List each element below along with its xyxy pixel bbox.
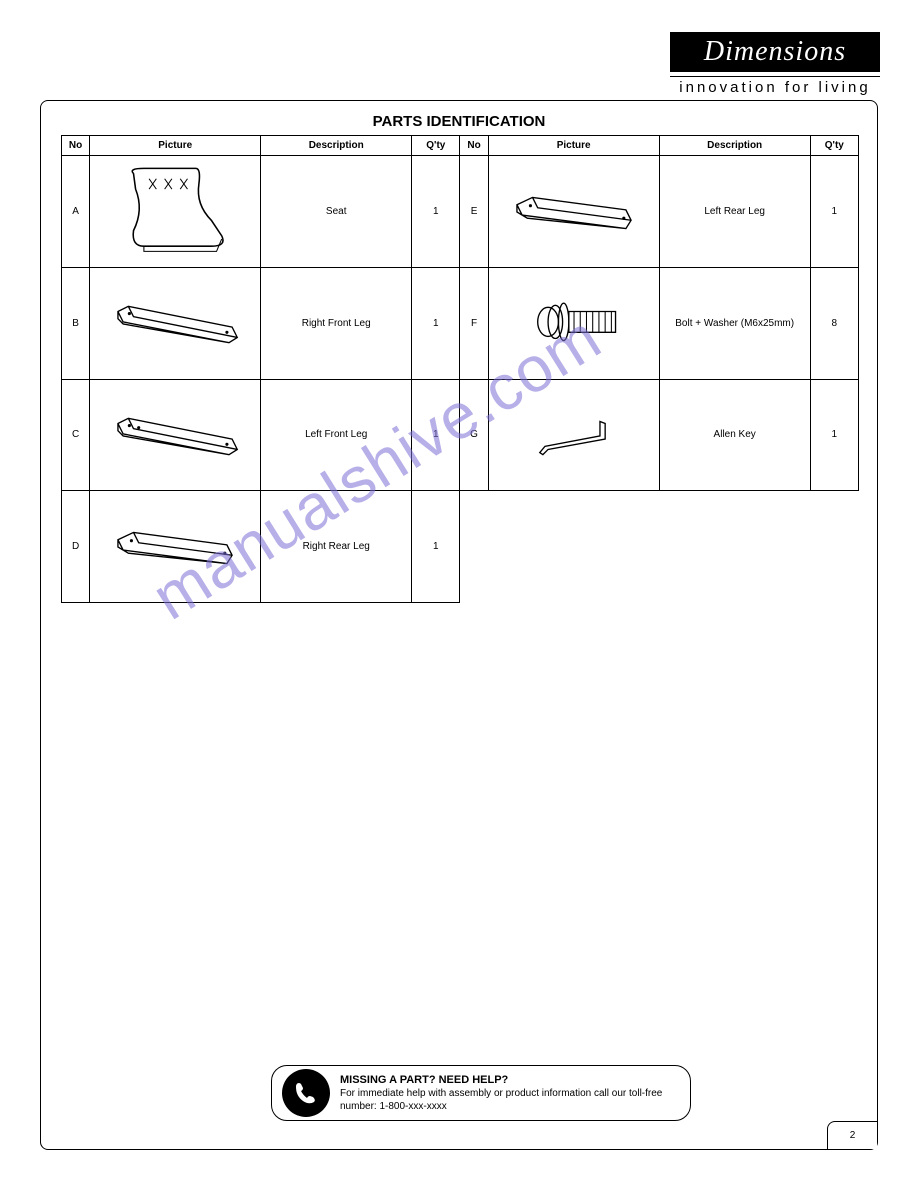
col-description: Description [261,136,412,156]
brand-logo: Dimensions innovation for living [670,32,880,96]
part-picture [488,379,659,491]
part-picture [488,156,659,268]
seat-icon [92,158,258,262]
empty-cell [460,491,488,603]
part-qty: 1 [810,156,858,268]
col-qty: Q'ty [810,136,858,156]
col-no: No [62,136,90,156]
bolt-washer-icon [491,270,657,374]
part-no: G [460,379,488,491]
brand-tagline: innovation for living [670,76,880,96]
part-qty: 1 [412,156,460,268]
part-qty: 8 [810,267,858,379]
part-desc: Seat [261,156,412,268]
table-row: A Seat 1 E Left Rear Leg 1 [62,156,859,268]
part-qty: 1 [412,379,460,491]
col-description: Description [659,136,810,156]
part-desc: Left Front Leg [261,379,412,491]
leg-icon [92,493,258,597]
part-no: A [62,156,90,268]
part-no: C [62,379,90,491]
empty-cell [810,491,858,603]
table-row: B Right Front Leg 1 F Bo [62,267,859,379]
brand-logo-box: Dimensions [670,32,880,72]
table-row: D Right Rear Leg 1 [62,491,859,603]
empty-cell [659,491,810,603]
phone-icon [282,1069,330,1117]
part-picture [90,379,261,491]
part-qty: 1 [412,491,460,603]
brand-logo-text: Dimensions [704,36,846,68]
table-row: C Left Front Leg 1 G Allen Key 1 [62,379,859,491]
leg-icon [92,382,258,486]
part-picture [90,267,261,379]
part-qty: 1 [810,379,858,491]
part-desc: Right Front Leg [261,267,412,379]
table-header-row: No Picture Description Q'ty No Picture D… [62,136,859,156]
part-no: B [62,267,90,379]
part-qty: 1 [412,267,460,379]
part-picture [488,267,659,379]
part-desc: Allen Key [659,379,810,491]
part-desc: Right Rear Leg [261,491,412,603]
part-desc: Bolt + Washer (M6x25mm) [659,267,810,379]
part-no: D [62,491,90,603]
help-text: MISSING A PART? NEED HELP? For immediate… [340,1073,680,1113]
col-no: No [460,136,488,156]
leg-icon [491,158,657,262]
col-qty: Q'ty [412,136,460,156]
col-picture: Picture [488,136,659,156]
page-title: PARTS IDENTIFICATION [41,113,877,130]
part-no: E [460,156,488,268]
part-desc: Left Rear Leg [659,156,810,268]
parts-table: No Picture Description Q'ty No Picture D… [61,135,859,603]
help-callout: MISSING A PART? NEED HELP? For immediate… [271,1065,691,1121]
part-no: F [460,267,488,379]
page-frame: PARTS IDENTIFICATION No Picture Descript… [40,100,878,1150]
empty-cell [488,491,659,603]
help-detail: For immediate help with assembly or prod… [340,1088,662,1112]
page-number: 2 [827,1121,877,1149]
part-picture [90,491,261,603]
leg-icon [92,270,258,374]
allen-key-icon [491,382,657,486]
help-title: MISSING A PART? NEED HELP? [340,1074,508,1086]
col-picture: Picture [90,136,261,156]
part-picture [90,156,261,268]
